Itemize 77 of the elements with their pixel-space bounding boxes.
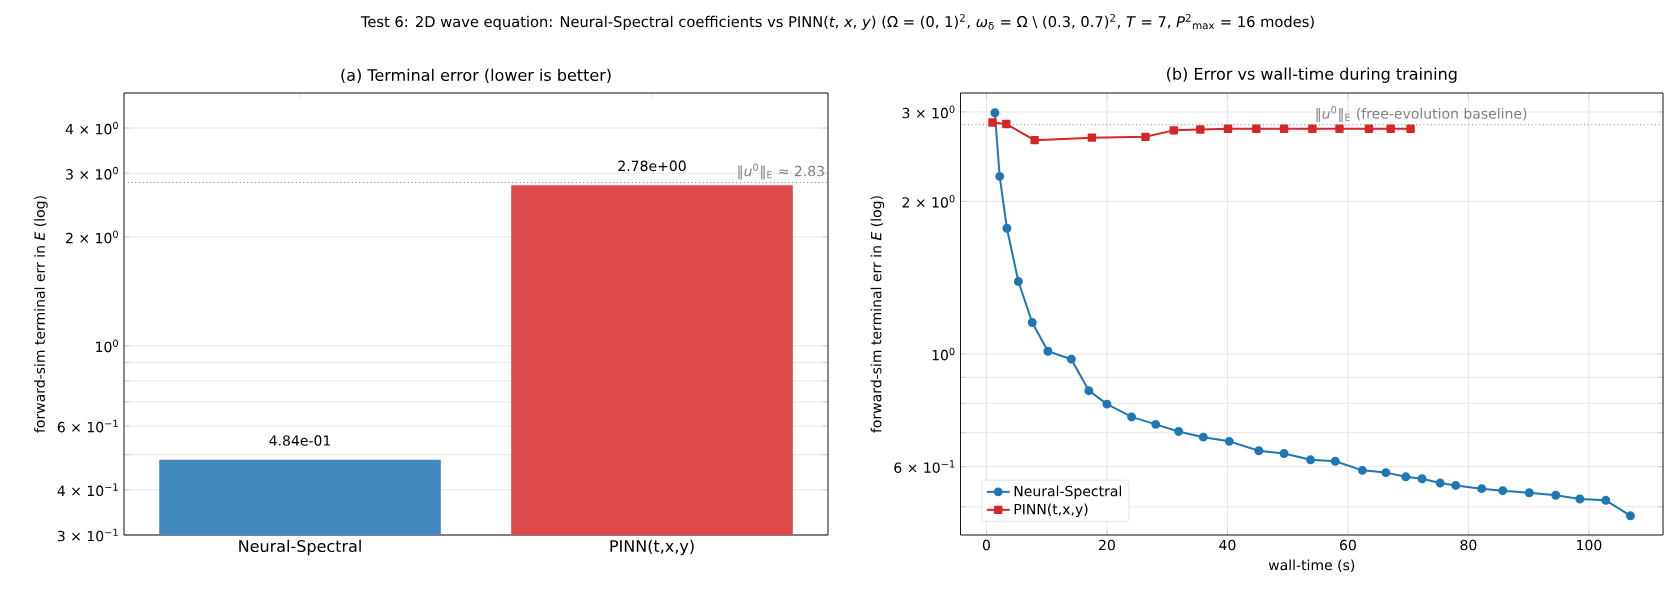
y-tick-label: 10$^{0}$	[932, 347, 955, 361]
y-tick-label: 4 × 10$^{0}$	[65, 121, 118, 135]
point	[1002, 119, 1011, 129]
ref-line-label: ‖u$^{0}$‖$_{E}$ (free-evolution baseline)	[1316, 106, 1527, 122]
legend-label: PINN(t,x,y)	[1014, 503, 1088, 518]
point	[1252, 124, 1261, 133]
x-tick-label: Neural-Spectral	[239, 539, 361, 556]
point	[1386, 124, 1395, 133]
point	[1306, 455, 1316, 465]
point	[1575, 494, 1585, 504]
y-tick-label: 6 × 10$^{−1}$	[57, 419, 118, 433]
x-tick-label: PINN(t,x,y)	[610, 539, 694, 556]
text: Test 6: 2D wave equation: Neural-Spectral coefficients vs PINN(t, x, y) (Ω = (0, 1)$^{2}$, ω$_{δ}$ = Ω \ (0.3, 0.7)$^{2}$, T = 7, P$^{2}$$_{max}$ = 16 modes)	[360, 14, 1314, 30]
y-tick-label: 4 × 10$^{−1}$	[57, 483, 118, 497]
y-axis-title: forward-sim terminal err in E (log)	[34, 196, 48, 433]
point	[1002, 223, 1012, 233]
point	[1330, 456, 1340, 466]
point	[1013, 277, 1023, 286]
point	[1127, 412, 1137, 422]
point	[1198, 432, 1208, 442]
point	[1401, 472, 1411, 482]
point	[1308, 124, 1317, 133]
point	[1335, 124, 1344, 133]
point	[1498, 486, 1508, 496]
point	[990, 108, 1000, 118]
legend-label: Neural-Spectral	[1014, 485, 1122, 500]
point	[1357, 465, 1367, 475]
point	[1477, 484, 1487, 494]
point	[1196, 125, 1205, 134]
chart-title: (a) Terminal error (lower is better)	[341, 68, 611, 83]
point	[1169, 126, 1178, 135]
point	[1381, 468, 1391, 478]
y-tick-label: 10$^{0}$	[96, 339, 118, 353]
point	[1087, 133, 1097, 142]
point	[1102, 399, 1112, 409]
x-tick-label: 20	[1099, 539, 1115, 551]
point	[1279, 449, 1289, 458]
point	[1084, 386, 1094, 396]
ref-line-label: ‖u$^{0}$‖$_{E}$ ≈ 2.83	[738, 163, 824, 180]
x-axis-title: wall-time (s)	[1268, 559, 1355, 572]
point	[1254, 446, 1264, 456]
point	[1601, 495, 1611, 505]
point	[1435, 478, 1445, 488]
data-label: 4.84e-01	[269, 435, 331, 446]
y-tick-label: 6 × 10$^{−1}$	[894, 460, 955, 473]
point	[1451, 480, 1461, 490]
y-axis-title: forward-sim terminal err in E (log)	[870, 196, 885, 433]
point	[1030, 135, 1039, 145]
point	[1141, 132, 1150, 142]
y-tick-label: 3 × 10$^{0}$	[66, 166, 118, 180]
point	[1364, 124, 1374, 133]
point	[988, 118, 997, 127]
point	[1027, 318, 1037, 327]
x-tick-label: 60	[1340, 539, 1356, 551]
point	[1066, 354, 1076, 364]
x-tick-label: 40	[1219, 539, 1236, 551]
x-tick-label: 100	[1577, 539, 1602, 551]
y-tick-label: 2 × 10$^{0}$	[66, 230, 118, 244]
point	[1417, 474, 1427, 484]
x-tick-label: 80	[1460, 539, 1477, 551]
point	[1043, 346, 1053, 356]
data-label: 2.78e+00	[618, 160, 686, 172]
y-tick-label: 3 × 10$^{0}$	[902, 105, 955, 119]
point	[1551, 490, 1561, 500]
point	[1223, 124, 1233, 133]
point	[1524, 488, 1534, 498]
point	[1174, 426, 1184, 436]
point	[1224, 436, 1234, 446]
x-tick-label: 0	[982, 539, 990, 551]
point	[1626, 511, 1635, 521]
y-tick-label: 2 × 10$^{0}$	[902, 194, 955, 208]
point	[995, 171, 1005, 181]
y-tick-label: 3 × 10$^{−1}$	[57, 528, 118, 542]
point	[1406, 124, 1415, 133]
chart-title: (b) Error vs wall-time during training	[1167, 67, 1457, 83]
point	[1151, 419, 1161, 429]
point	[1279, 124, 1289, 133]
